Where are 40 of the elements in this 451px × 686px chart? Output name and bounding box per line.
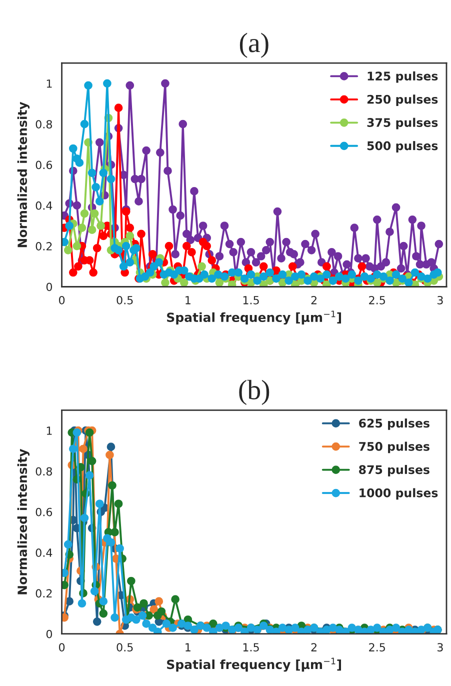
y-tick-label: 0.2 <box>36 242 52 250</box>
legend-label: 125 pulses <box>368 71 438 83</box>
y-tick-label: 0.4 <box>36 201 52 210</box>
legend-label: 250 pulses <box>367 94 438 106</box>
legend-label: 500 pulses <box>367 141 438 152</box>
chart-title: (a) <box>240 32 268 58</box>
legend-label: 375 pulses <box>367 118 438 130</box>
y-tick-label: 0.6 <box>36 508 52 516</box>
x-tick-label: 1.5 <box>243 643 259 652</box>
x-tick-label: 0 <box>58 643 65 652</box>
x-tick-label: 0.5 <box>116 296 133 304</box>
legend-label: 750 pulses <box>359 442 430 454</box>
y-tick-label: 1 <box>46 80 52 88</box>
y-tick-label: 0.8 <box>36 120 52 128</box>
y-tick-label: 0 <box>46 282 52 292</box>
x-tick-label: 2.5 <box>369 643 385 652</box>
x-tick-label: 2.5 <box>369 296 385 304</box>
y-tick-label: 0.8 <box>36 467 52 476</box>
legend-label: 1000 pulses <box>360 488 438 500</box>
y-tick-label: 0 <box>46 630 52 638</box>
y-axis-title: Normalized intensity <box>17 102 30 248</box>
x-tick-label: 0 <box>58 296 65 304</box>
y-tick-label: 1 <box>46 426 52 435</box>
chart-title: (b) <box>239 380 270 406</box>
legend-label: 625 pulses <box>359 418 430 430</box>
x-axis-title: Spatial frequency [µm$^{−1}$] <box>167 658 342 672</box>
legend-label: 875 pulses <box>359 464 430 476</box>
x-tick-label: 2 <box>311 643 316 652</box>
x-tick-label: 2 <box>311 296 316 304</box>
x-tick-label: 1 <box>186 643 190 652</box>
x-tick-label: 0.5 <box>116 643 133 652</box>
x-tick-label: 3 <box>437 296 443 304</box>
x-tick-label: 3 <box>437 643 443 652</box>
y-axis-title: Normalized intensity <box>17 448 30 594</box>
y-tick-label: 0.2 <box>36 589 52 598</box>
x-tick-label: 1 <box>186 296 190 304</box>
y-tick-label: 0.4 <box>36 548 52 557</box>
x-axis-title: Spatial frequency [µm$^{−1}$] <box>167 310 342 325</box>
x-tick-label: 1.5 <box>243 296 259 304</box>
y-tick-label: 0.6 <box>36 160 52 170</box>
